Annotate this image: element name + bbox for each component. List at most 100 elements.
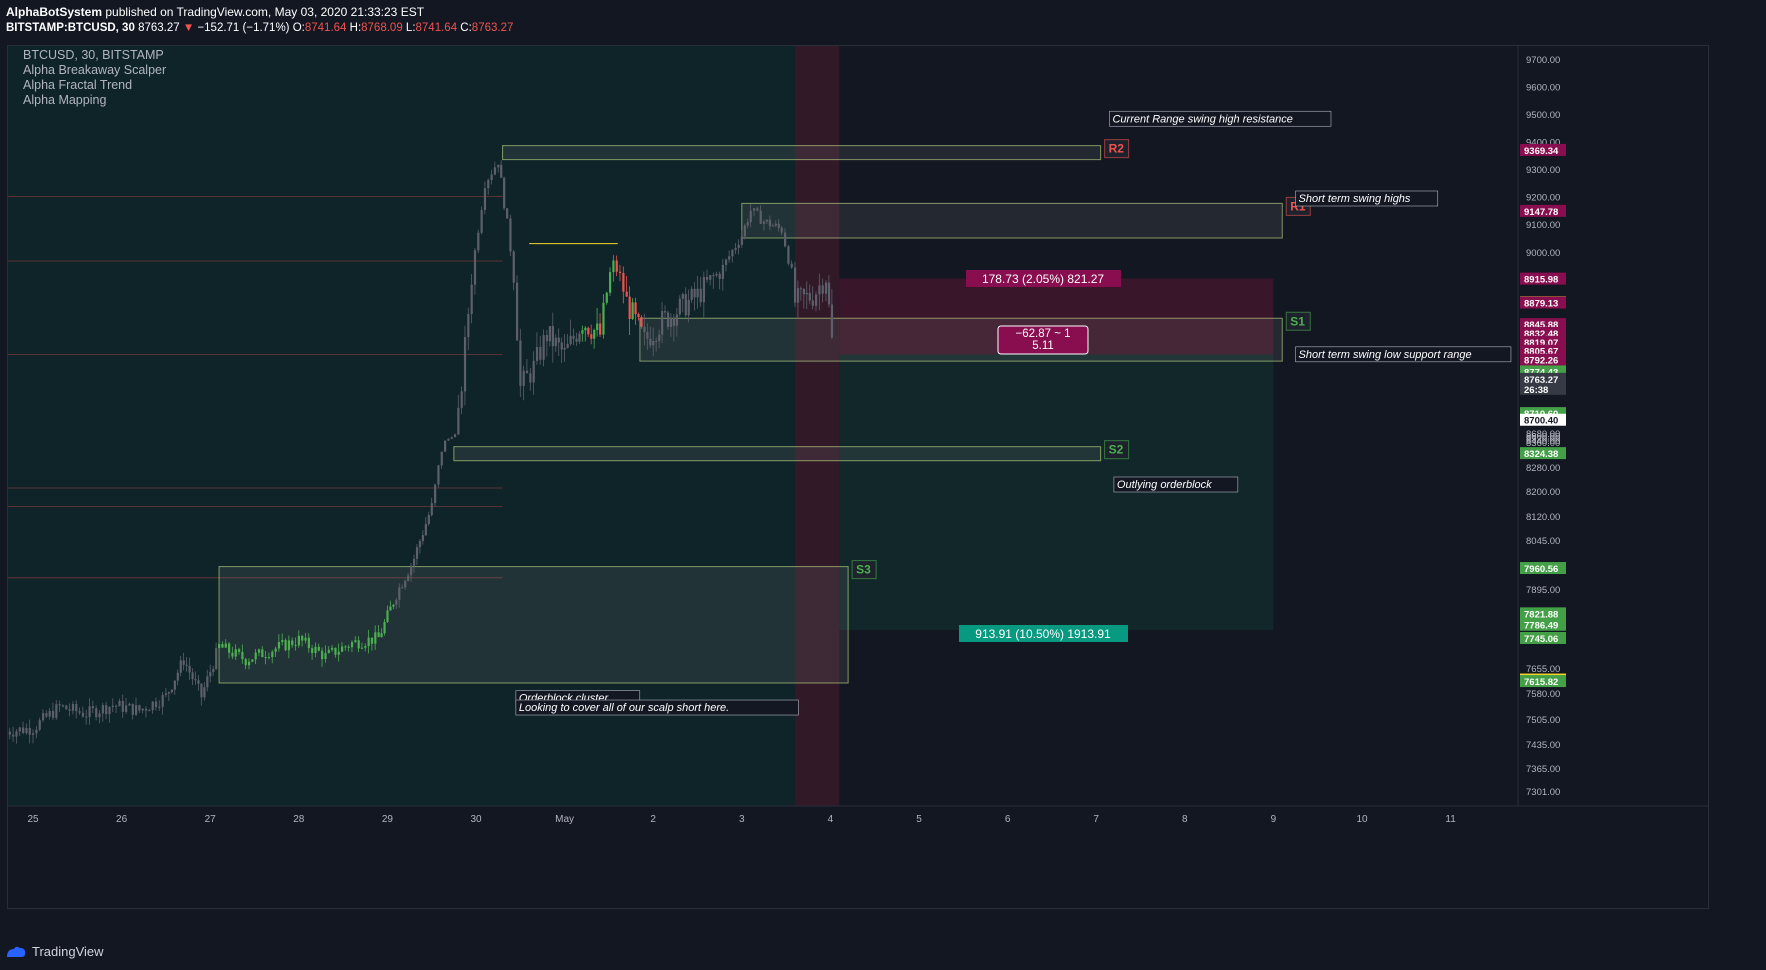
- price-tick-label: 8360.00: [1526, 438, 1560, 449]
- chart-panel[interactable]: R2 R1 S1 S2 S3 Current Range swing high resis…: [7, 45, 1709, 909]
- candle: [652, 341, 655, 346]
- candle: [254, 652, 257, 660]
- candle: [307, 637, 310, 649]
- indicator-symbol[interactable]: BTCUSD, 30, BITSTAMP: [23, 48, 164, 62]
- price-tag-label: 8915.98: [1524, 275, 1558, 286]
- candle: [740, 236, 743, 245]
- candle: [151, 701, 154, 711]
- price-tick-label: 9600.00: [1526, 83, 1560, 94]
- candle: [693, 288, 696, 298]
- candle: [418, 541, 422, 548]
- candle: [91, 706, 95, 709]
- candle: [304, 637, 307, 641]
- candle: [128, 703, 131, 706]
- price-tick-label: 7435.00: [1526, 740, 1560, 751]
- candle: [324, 652, 327, 660]
- candle: [545, 335, 549, 342]
- candle: [101, 705, 104, 714]
- zone-s3[interactable]: [218, 566, 849, 684]
- price-change: −152.71 (−1.71%): [197, 22, 290, 34]
- candle: [108, 707, 111, 715]
- candle: [749, 210, 752, 223]
- price-tag: [1520, 631, 1566, 644]
- candle: [780, 227, 783, 233]
- candle: [684, 294, 687, 316]
- candle: [377, 632, 380, 638]
- zone-r1[interactable]: [741, 202, 1283, 239]
- time-tick-label: 2: [650, 814, 656, 825]
- candle: [228, 643, 231, 653]
- publisher-name[interactable]: AlphaBotSystem: [6, 5, 103, 19]
- candle: [247, 661, 251, 666]
- candle: [301, 635, 304, 641]
- candle: [743, 225, 746, 237]
- price-tick-label: 7505.00: [1526, 715, 1560, 726]
- candle: [724, 259, 728, 265]
- zone-tag-box-s1: [1285, 311, 1311, 331]
- candle: [203, 687, 206, 698]
- candle: [815, 294, 818, 306]
- candle: [161, 694, 164, 707]
- price-tag: [1520, 382, 1566, 395]
- candle: [317, 646, 320, 651]
- indicator-fractal-trend[interactable]: Alpha Fractal Trend: [23, 78, 133, 92]
- time-tick-label: 26: [116, 814, 128, 825]
- tradingview-logo-icon: [7, 946, 26, 957]
- candle: [783, 232, 787, 247]
- candle: [578, 333, 581, 342]
- candle: [115, 705, 118, 707]
- price-tick-label: 9300.00: [1526, 165, 1560, 176]
- candle: [138, 705, 141, 711]
- candle: [404, 580, 407, 588]
- candle: [267, 657, 271, 659]
- price-tick-label: 8520.00: [1526, 434, 1560, 445]
- candle: [22, 727, 25, 734]
- candle: [808, 292, 811, 301]
- footer-brand[interactable]: TradingView: [32, 944, 104, 959]
- candle: [669, 317, 673, 327]
- candle: [658, 334, 661, 342]
- candle: [68, 709, 71, 711]
- price-tag: [1520, 272, 1566, 285]
- candle: [811, 300, 814, 306]
- candle: [790, 263, 793, 268]
- candle: [525, 370, 529, 374]
- candle: [821, 285, 824, 294]
- candle: [340, 646, 344, 652]
- candle: [32, 733, 35, 735]
- price-tag-label: 8879.13: [1524, 299, 1558, 310]
- candle: [134, 705, 138, 715]
- candle: [179, 660, 182, 673]
- indicator-mapping[interactable]: Alpha Mapping: [23, 93, 107, 107]
- candle: [768, 219, 772, 227]
- open-label: O:: [292, 22, 305, 34]
- candle: [554, 337, 557, 347]
- candle: [625, 291, 628, 297]
- price-tag-label: 8763.27: [1524, 375, 1558, 386]
- candle: [664, 311, 667, 313]
- annotation-text: Current Range swing high resistance: [1112, 113, 1292, 125]
- candle: [237, 649, 241, 652]
- time-tick-label: 29: [382, 814, 394, 825]
- target-up-label: 178.73 (2.05%) 821.27: [982, 272, 1104, 286]
- time-tick-label: 11: [1445, 814, 1456, 825]
- candle: [572, 335, 575, 339]
- candle: [386, 610, 389, 622]
- price-tick-label: 8680.00: [1526, 429, 1560, 440]
- candle: [264, 657, 267, 659]
- candle: [675, 314, 679, 326]
- candle: [38, 720, 41, 730]
- candle: [690, 288, 693, 300]
- zone-s1[interactable]: [639, 317, 1283, 362]
- indicator-scalper[interactable]: Alpha Breakaway Scalper: [23, 63, 167, 77]
- candle: [154, 701, 158, 708]
- candle: [661, 311, 664, 335]
- zone-r2[interactable]: [502, 145, 1102, 161]
- candle: [483, 188, 487, 210]
- zone-s2[interactable]: [453, 446, 1102, 462]
- candle: [410, 565, 413, 576]
- high-value: 8768.09: [361, 22, 403, 34]
- candle: [424, 523, 427, 536]
- price-tag-label: 9369.34: [1524, 146, 1559, 157]
